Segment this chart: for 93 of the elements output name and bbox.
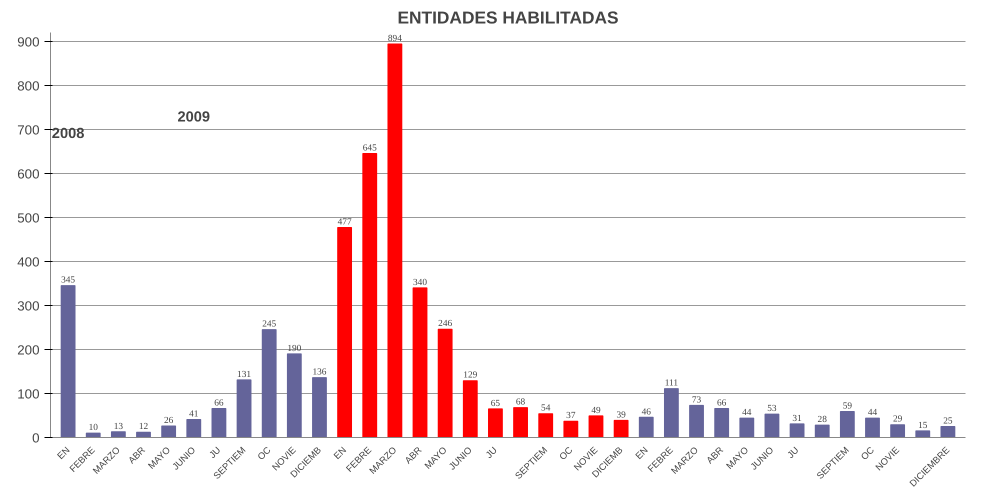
bar: [312, 377, 327, 438]
data-label: 111: [664, 378, 678, 389]
data-label: 26: [164, 416, 174, 426]
bar: [714, 408, 730, 438]
data-label: 15: [918, 420, 928, 431]
annotation: 2008: [52, 126, 84, 142]
data-label: 49: [591, 406, 601, 416]
bar: [764, 414, 780, 438]
bar: [60, 285, 76, 438]
data-label: 136: [312, 368, 327, 378]
data-label: 73: [692, 395, 702, 406]
x-tick-label: EN: [634, 444, 650, 462]
bar: [362, 153, 378, 438]
y-tick-label: 400: [17, 254, 40, 270]
data-label: 39: [616, 410, 626, 420]
bar: [513, 407, 528, 438]
bar: [262, 329, 277, 438]
data-label: 41: [189, 409, 199, 420]
data-label: 46: [642, 407, 652, 418]
data-label: 44: [868, 408, 878, 418]
y-tick-label: 700: [17, 122, 40, 138]
chart-title: ENTIDADES HABILITADAS: [397, 8, 619, 28]
data-label: 245: [262, 320, 277, 330]
bar: [488, 408, 503, 438]
data-label: 25: [943, 416, 953, 426]
annotation: 2009: [177, 110, 210, 126]
y-tick-label: 100: [17, 386, 40, 402]
bar: [186, 418, 202, 438]
x-tick-label: EN: [55, 444, 72, 462]
data-label: 12: [138, 422, 149, 432]
bar: [814, 424, 830, 438]
bar: [865, 418, 880, 438]
x-tick-label: JU: [484, 444, 500, 460]
data-label: 129: [463, 370, 478, 381]
data-label: 10: [88, 423, 98, 434]
data-label: 190: [287, 344, 302, 354]
data-label: 29: [892, 414, 903, 425]
bar: [915, 430, 930, 438]
bar: [664, 388, 679, 438]
bar: [438, 328, 453, 438]
data-label: 345: [61, 276, 76, 286]
data-label: 477: [338, 218, 352, 228]
bar: [588, 415, 604, 438]
x-tick-label: OC: [256, 444, 273, 462]
y-tick-label: 500: [17, 210, 40, 226]
data-label: 68: [516, 398, 526, 408]
bar: [638, 416, 654, 438]
bar: [462, 380, 478, 438]
bar: [563, 420, 578, 438]
bar: [86, 432, 101, 438]
data-label: 131: [237, 370, 252, 380]
bar: [538, 413, 554, 438]
bar: [161, 426, 176, 438]
bar: [412, 287, 428, 438]
bar: [689, 404, 704, 438]
y-tick-label: 300: [17, 298, 40, 314]
data-label: 59: [842, 402, 852, 412]
bar: [236, 379, 252, 438]
data-label: 246: [438, 319, 452, 330]
data-label: 37: [566, 411, 576, 422]
bar: [212, 408, 226, 438]
data-label: 28: [818, 415, 828, 426]
data-label: 894: [388, 34, 402, 44]
y-tick-label: 200: [17, 342, 40, 358]
bar: [739, 418, 754, 438]
y-tick-label: 600: [17, 166, 40, 182]
x-tick-label: EN: [332, 444, 348, 462]
bar: [890, 424, 906, 438]
data-label: 31: [792, 414, 802, 424]
data-label: 44: [742, 408, 752, 418]
bar: [614, 420, 629, 438]
data-label: 65: [490, 398, 500, 409]
x-tick-label: JU: [785, 444, 801, 460]
data-label: 54: [541, 404, 551, 414]
data-label: 53: [767, 404, 777, 414]
y-tick-label: 800: [17, 78, 40, 94]
data-label: 66: [717, 398, 727, 408]
bar: [840, 411, 855, 438]
data-label: 66: [214, 398, 224, 408]
bar: [387, 43, 402, 438]
bar: [790, 423, 804, 438]
bar: [286, 353, 302, 438]
y-tick-label: 0: [32, 430, 40, 446]
bar: [337, 227, 352, 438]
data-label: 13: [114, 422, 124, 432]
x-tick-label: OC: [859, 444, 876, 462]
bar: [110, 431, 126, 438]
bar: [136, 432, 151, 438]
data-label: 645: [362, 144, 378, 154]
bar: [940, 426, 956, 438]
data-label: 340: [413, 278, 428, 288]
x-tick-label: OC: [557, 444, 575, 462]
y-tick-label: 900: [17, 34, 40, 50]
